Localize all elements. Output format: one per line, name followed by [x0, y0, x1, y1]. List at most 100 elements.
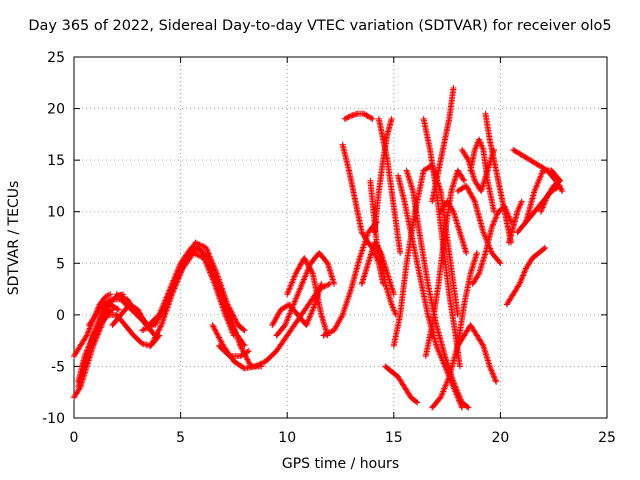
data-point — [172, 277, 179, 284]
data-point — [229, 319, 236, 326]
data-point — [494, 211, 501, 218]
series-arc32 — [437, 198, 470, 256]
data-point — [343, 115, 350, 122]
data-point — [224, 304, 231, 311]
data-point — [308, 268, 315, 275]
data-point — [455, 390, 462, 397]
data-point — [465, 186, 472, 193]
data-point — [192, 239, 199, 246]
data-point — [175, 271, 182, 278]
data-point — [218, 338, 225, 345]
data-point — [359, 246, 366, 253]
data-point — [233, 332, 240, 339]
y-tick-label: 15 — [47, 153, 65, 169]
data-point — [282, 322, 289, 329]
data-point — [335, 319, 342, 326]
data-point — [451, 381, 458, 388]
data-point — [492, 215, 499, 222]
data-point — [121, 295, 128, 302]
data-point — [556, 178, 563, 185]
data-point — [463, 249, 470, 256]
data-point — [332, 324, 339, 331]
data-point — [493, 212, 500, 219]
data-point — [205, 256, 212, 263]
data-point — [303, 269, 310, 276]
data-point — [114, 291, 121, 298]
data-point — [220, 292, 227, 299]
data-point — [306, 264, 313, 271]
data-point — [94, 328, 101, 335]
x-tick-label: 10 — [278, 430, 296, 446]
x-tick-label: 0 — [70, 430, 79, 446]
data-point — [284, 291, 291, 298]
data-point — [533, 182, 540, 189]
data-point — [226, 310, 233, 317]
y-tick-label: 20 — [47, 102, 65, 118]
data-point — [213, 273, 220, 280]
series-arc28 — [420, 115, 463, 370]
data-point — [531, 188, 538, 195]
data-point — [323, 259, 330, 266]
data-point — [388, 301, 395, 308]
data-point — [490, 219, 497, 226]
data-point — [152, 320, 159, 327]
data-point — [225, 307, 232, 314]
data-point — [153, 331, 160, 338]
data-point — [215, 334, 222, 341]
data-point — [327, 329, 334, 336]
data-point — [257, 360, 264, 367]
data-point — [305, 317, 312, 324]
data-point — [204, 249, 211, 256]
data-point — [397, 249, 404, 256]
data-point — [161, 304, 168, 311]
data-point — [307, 313, 314, 320]
data-point — [309, 307, 316, 314]
data-point — [141, 326, 148, 333]
data-point — [473, 143, 480, 150]
data-point — [181, 259, 188, 266]
data-point — [95, 325, 102, 332]
data-point — [256, 361, 263, 368]
data-point — [149, 338, 156, 345]
data-point — [92, 331, 99, 338]
data-point — [476, 136, 483, 143]
data-point — [460, 176, 467, 183]
data-point — [310, 304, 317, 311]
data-point — [156, 313, 163, 320]
data-point — [328, 328, 335, 335]
data-point — [542, 244, 549, 251]
data-point — [288, 307, 295, 314]
data-point — [325, 281, 332, 288]
data-point — [177, 267, 184, 274]
data-point — [287, 282, 294, 289]
data-point — [164, 297, 171, 304]
data-point — [84, 351, 91, 358]
data-point — [167, 290, 174, 297]
data-point — [230, 323, 237, 330]
data-point — [457, 396, 464, 403]
series-arc25 — [395, 172, 466, 411]
x-tick-label: 20 — [491, 430, 509, 446]
data-point — [360, 244, 367, 251]
data-point — [308, 310, 315, 317]
data-point — [243, 355, 250, 362]
series-arc44 — [505, 198, 525, 246]
data-point — [297, 261, 304, 268]
data-point — [288, 305, 295, 312]
data-point — [222, 298, 229, 305]
data-point — [475, 271, 482, 278]
data-point — [444, 378, 451, 385]
series-arc43 — [537, 177, 564, 215]
data-point — [290, 301, 297, 308]
data-point — [238, 344, 245, 351]
data-point — [341, 115, 348, 122]
data-point — [535, 177, 542, 184]
data-point — [215, 279, 222, 286]
data-point — [214, 276, 221, 283]
data-point — [445, 375, 452, 382]
data-point — [286, 285, 293, 292]
data-point — [200, 243, 207, 250]
series-arc36 — [467, 136, 498, 215]
data-point — [344, 298, 351, 305]
